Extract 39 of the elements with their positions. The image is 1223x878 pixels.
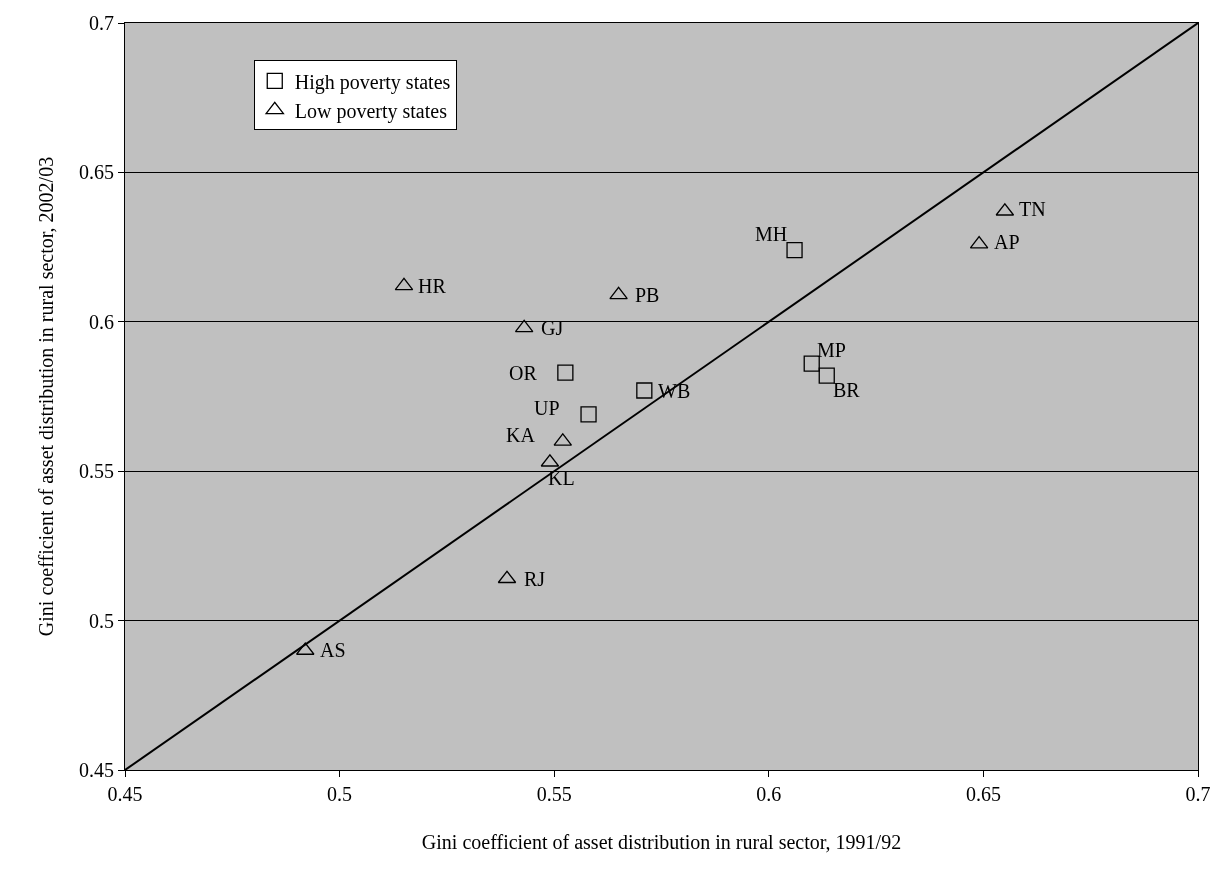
y-tick-label: 0.45	[79, 759, 114, 781]
x-tick-label: 0.7	[1185, 783, 1211, 805]
y-tick-label: 0.7	[89, 12, 114, 34]
point	[969, 235, 989, 249]
point	[497, 570, 517, 584]
x-axis-title: Gini coefficient of asset distribution in rural sector, 1991/92	[421, 830, 902, 853]
x-tick-label: 0.45	[107, 783, 143, 805]
annotation: MH	[755, 223, 788, 245]
annotation: RJ	[524, 568, 546, 590]
point	[580, 406, 597, 423]
point	[394, 277, 414, 291]
annotation: TN	[1019, 198, 1046, 220]
x-tick-label: 0.55	[536, 783, 572, 805]
legend-label: High poverty states	[294, 70, 451, 94]
annotation: OR	[509, 362, 538, 384]
y-tick-label: 0.6	[89, 310, 114, 333]
x-tick-label: 0.5	[327, 783, 353, 805]
point	[803, 355, 820, 372]
annotation: PB	[635, 284, 660, 306]
annotation: BR	[833, 379, 861, 401]
y-axis-title: Gini coefficient of asset distribution in rural sector, 2002/03	[34, 156, 57, 637]
point	[818, 367, 835, 384]
x-tick-label: 0.6	[756, 783, 782, 805]
point	[609, 286, 628, 300]
annotation: MP	[817, 339, 846, 361]
annotation: AS	[320, 639, 346, 661]
x-tick-label: 0.65	[965, 783, 1001, 805]
point	[557, 364, 574, 381]
point	[636, 382, 653, 399]
legend-label: Low poverty states	[294, 99, 448, 123]
y-tick-label: 0.5	[89, 609, 114, 632]
annotation: AP	[994, 231, 1020, 253]
annotation: KA	[506, 424, 536, 446]
point	[514, 319, 534, 333]
annotation: UP	[534, 397, 560, 419]
y-tick-label: 0.55	[79, 460, 114, 483]
y-tick-label: 0.65	[79, 161, 114, 184]
annotation: HR	[418, 275, 447, 297]
point	[786, 241, 803, 259]
